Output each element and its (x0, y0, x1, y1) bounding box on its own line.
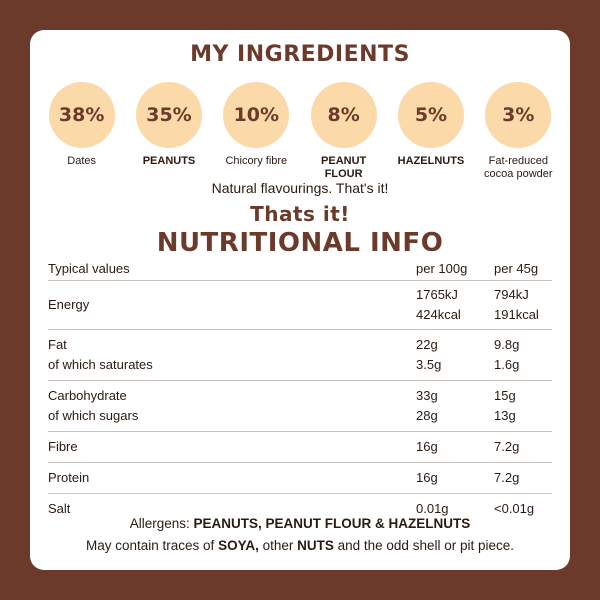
ingredient-item: 8% PEANUT FLOUR (303, 82, 385, 181)
ingredient-item: 3% Fat-reduced cocoa powder (477, 82, 559, 181)
row-label: Salt (48, 493, 416, 524)
value-per-100g: 16g (416, 431, 494, 463)
value-per-100g: 16g (416, 462, 494, 494)
traces-soya: SOYA, (218, 538, 259, 553)
table-row: Fat of which saturates 22g 3.5g 9.8g 1.6… (48, 329, 552, 381)
table-row: Protein 16g 7.2g (48, 462, 552, 494)
header-per-45g: per 45g (494, 261, 539, 276)
value-main: 9.8g (494, 337, 520, 352)
table-row: Energy 1765kJ 424kcal 794kJ 191kcal (48, 280, 552, 330)
ingredient-item: 5% HAZELNUTS (390, 82, 472, 181)
value-per-100g: 1765kJ 424kcal (416, 280, 494, 330)
value-per-45g: 7.2g (494, 462, 552, 494)
row-label-main: Fat (48, 337, 67, 352)
ingredient-percent-badge: 3% (485, 82, 552, 148)
value-kcal: 191kcal (494, 307, 539, 322)
row-label-sub: of which sugars (48, 408, 139, 423)
nutrition-card: My ingredients 38% Dates 35% PEANUTS 10%… (30, 30, 570, 570)
ingredients-heading: My ingredients (190, 42, 410, 67)
value-per-45g: <0.01g (494, 493, 552, 524)
ingredient-name: PEANUT FLOUR (321, 155, 367, 180)
ingredient-item: 10% Chicory fibre (215, 82, 297, 181)
table-row: Salt 0.01g <0.01g (48, 493, 552, 524)
ingredient-item: 38% Dates (41, 82, 123, 181)
traces-text: May contain traces of (86, 538, 219, 553)
ingredient-item: 35% PEANUTS (128, 82, 210, 181)
ingredient-percent-badge: 38% (48, 82, 115, 148)
ingredient-name: HAZELNUTS (397, 155, 465, 167)
table-row: Carbohydrate of which sugars 33g 28g 15g… (48, 380, 552, 432)
row-label: Carbohydrate of which sugars (48, 380, 416, 432)
value-sub: 3.5g (416, 357, 442, 372)
value-per-45g: 9.8g 1.6g (494, 329, 552, 381)
thats-it-slogan: Thats it! (250, 202, 350, 226)
value-per-100g: 0.01g (416, 493, 494, 524)
ingredient-percent-badge: 35% (135, 82, 202, 148)
ingredient-percent-badge: 8% (310, 82, 377, 148)
value-main: 22g (416, 337, 438, 352)
header-typical-values: Typical values (48, 261, 130, 276)
value-per-45g: 15g 13g (494, 380, 552, 432)
row-label-sub: of which saturates (48, 357, 153, 372)
allergens-prefix: Allergens: (129, 516, 194, 531)
ingredient-percent-badge: 10% (223, 82, 290, 148)
value-per-45g: 794kJ 191kcal (494, 280, 552, 330)
allergens-statement: Allergens: PEANUTS, PEANUT FLOUR & HAZEL… (30, 516, 570, 531)
value-main: 15g (494, 388, 516, 403)
row-label: Fat of which saturates (48, 329, 416, 381)
value-per-100g: 33g 28g (416, 380, 494, 432)
nutrition-table: Typical values per 100g per 45g Energy 1… (48, 258, 552, 524)
nutrition-heading: Nutritional info (156, 228, 444, 258)
table-row: Fibre 16g 7.2g (48, 431, 552, 463)
value-kj: 1765kJ (416, 287, 458, 302)
ingredient-name: Dates (67, 155, 97, 167)
header-per-100g: per 100g (416, 261, 468, 276)
value-kj: 794kJ (494, 287, 529, 302)
value-sub: 13g (494, 408, 516, 423)
row-label: Energy (48, 280, 416, 330)
value-per-45g: 7.2g (494, 431, 552, 463)
ingredient-name: Fat-reduced cocoa powder (484, 155, 553, 180)
ingredient-name: Chicory fibre (225, 155, 288, 167)
traces-text: other (258, 538, 298, 553)
value-main: 33g (416, 388, 438, 403)
allergens-list: PEANUTS, PEANUT FLOUR & HAZELNUTS (193, 516, 471, 531)
ingredients-list: 38% Dates 35% PEANUTS 10% Chicory fibre … (38, 82, 562, 181)
value-sub: 28g (416, 408, 438, 423)
ingredient-percent-badge: 5% (397, 82, 464, 148)
traces-text: and the odd shell or pit piece. (333, 538, 514, 553)
row-label: Protein (48, 462, 416, 494)
ingredient-name: PEANUTS (142, 155, 196, 167)
traces-nuts: NUTS (297, 538, 334, 553)
value-sub: 1.6g (494, 357, 520, 372)
natural-flavourings-note: Natural flavourings. That's it! (211, 180, 389, 196)
table-header-row: Typical values per 100g per 45g (48, 258, 552, 281)
value-per-100g: 22g 3.5g (416, 329, 494, 381)
row-label-main: Carbohydrate (48, 388, 127, 403)
value-kcal: 424kcal (416, 307, 461, 322)
row-label: Fibre (48, 431, 416, 463)
traces-statement: May contain traces of SOYA, other NUTS a… (30, 538, 570, 553)
